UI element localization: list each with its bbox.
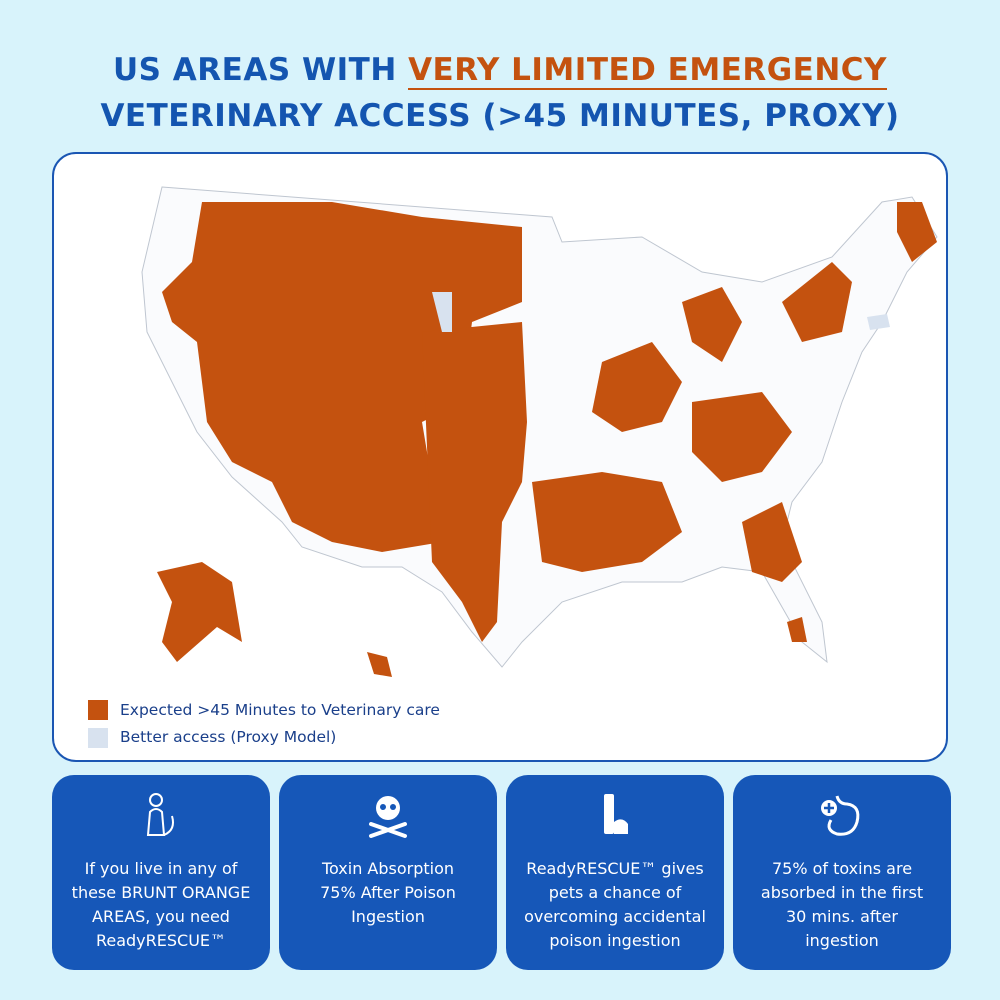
map-panel: [52, 152, 948, 762]
pet-icon: [146, 793, 174, 836]
better-access-area: [867, 314, 890, 330]
skull-icon: [369, 796, 407, 838]
card-line: 75% of toxins are: [771, 859, 913, 878]
card-line: ReadyRESCUE™: [95, 931, 227, 950]
legend-swatch-orange: [88, 700, 108, 720]
product-icon: [604, 794, 628, 834]
info-card: 75% of toxins are absorbed in the first 30…: [733, 775, 951, 970]
stomach-icon: [821, 795, 860, 836]
info-card: If you live in any of these BRUNT ORANGE A…: [52, 775, 270, 970]
card-text: If you live in any of these BRUNT ORANGE A…: [52, 857, 270, 953]
legend-swatch-light: [88, 728, 108, 748]
card-line: these BRUNT ORANGE: [71, 883, 251, 902]
better-access-area: [432, 292, 452, 332]
card-line: overcoming accidental: [524, 907, 706, 926]
card-text: ReadyRESCUE™ gives pets a chance of overco…: [506, 857, 724, 953]
title-line-2: VETERINARY ACCESS (>45 MINUTES, PROXY): [100, 98, 900, 134]
title-highlight: VERY LIMITED EMERGENCY: [408, 52, 887, 90]
card-line: AREAS, you need: [92, 907, 230, 926]
limited-access-areas: [157, 202, 937, 677]
info-card: ReadyRESCUE™ gives pets a chance of overco…: [506, 775, 724, 970]
card-text: Toxin Absorption 75% After Poison Ingestio…: [279, 857, 497, 929]
title-prefix: US AREAS WITH: [113, 52, 397, 88]
title-line-1: US AREAS WITH VERY LIMITED EMERGENCY: [0, 52, 1000, 90]
info-card: Toxin Absorption 75% After Poison Ingestio…: [279, 775, 497, 970]
card-line: 75% After Poison: [320, 883, 456, 902]
map: [141, 186, 938, 677]
card-line: 30 mins. after: [786, 907, 898, 926]
legend-label: Better access (Proxy Model): [120, 728, 337, 746]
card-line: pets a chance of: [548, 883, 682, 902]
card-line: poison ingestion: [549, 931, 681, 950]
card-text: 75% of toxins are absorbed in the first 30…: [733, 857, 951, 953]
card-line: If you live in any of: [84, 859, 238, 878]
card-line: Toxin Absorption: [321, 859, 455, 878]
legend-label: Expected >45 Minutes to Veterinary care: [120, 701, 440, 719]
card-line: ingestion: [805, 931, 879, 950]
card-line: absorbed in the first: [760, 883, 924, 902]
card-line: ReadyRESCUE™ gives: [526, 859, 704, 878]
card-line: Ingestion: [351, 907, 425, 926]
